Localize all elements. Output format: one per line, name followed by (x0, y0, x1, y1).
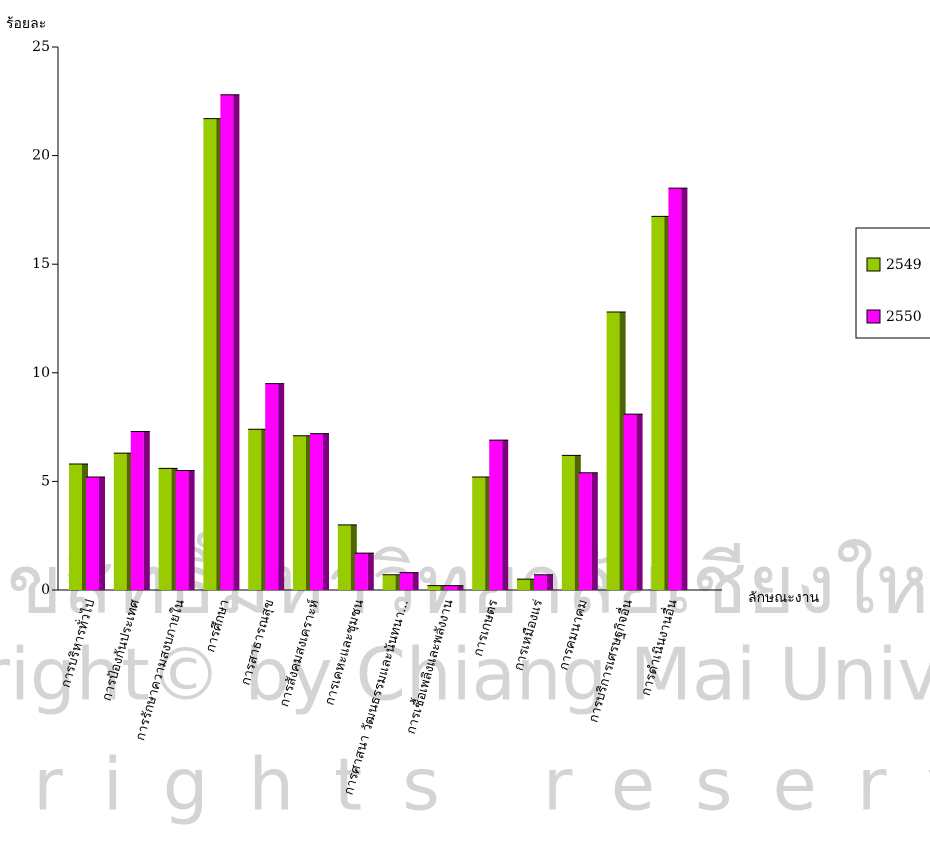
bar-front (176, 471, 189, 590)
bar (444, 586, 463, 590)
bar-front (383, 575, 396, 590)
bar-front (69, 464, 82, 590)
bar (607, 312, 626, 590)
bar-side (681, 188, 687, 590)
bar-side (233, 95, 239, 590)
bar-front (472, 477, 485, 590)
legend-label: 2549 (886, 257, 922, 273)
bar-front (517, 579, 530, 590)
bar (472, 477, 491, 590)
legend-swatch (867, 310, 880, 323)
bar (383, 575, 402, 590)
bar-front (668, 188, 681, 590)
y-tick-label: 20 (32, 148, 50, 164)
bar-front (624, 414, 637, 590)
bar-front (220, 95, 233, 590)
bar-front (489, 440, 502, 590)
bar-front (248, 429, 261, 590)
bar (427, 586, 446, 590)
bar-side (502, 440, 508, 590)
y-tick-label: 15 (32, 256, 50, 272)
bar-front (562, 455, 575, 590)
bar-side (144, 431, 150, 590)
bar (86, 477, 105, 590)
bar (69, 464, 88, 590)
y-axis-label: ร้อยละ (6, 16, 46, 32)
bar-front (534, 575, 547, 590)
bar-front (159, 468, 172, 590)
bar-side (457, 586, 463, 590)
bar (534, 575, 553, 590)
bar-front (444, 586, 457, 590)
bar-front (203, 119, 216, 590)
bar-front (607, 312, 620, 590)
bar-front (400, 573, 413, 590)
legend-label: 2550 (886, 309, 922, 325)
bar (203, 119, 222, 590)
bar (624, 414, 643, 590)
bar-front (131, 431, 144, 590)
bar (400, 573, 419, 590)
bar-side (278, 384, 284, 590)
bar-front (265, 384, 278, 590)
bar-side (413, 573, 419, 590)
bar-front (114, 453, 127, 590)
bar (355, 553, 374, 590)
bar-front (293, 436, 306, 590)
watermark: Copyright© by Chiang Mai University (0, 633, 930, 717)
bar-front (86, 477, 99, 590)
bar-front (310, 434, 323, 590)
bar-side (189, 471, 195, 590)
bar (517, 579, 536, 590)
legend-swatch (867, 258, 880, 271)
bar (579, 473, 598, 590)
bar-side (547, 575, 553, 590)
bar (248, 429, 267, 590)
bar-front (355, 553, 368, 590)
bar (265, 384, 284, 590)
bar (489, 440, 508, 590)
bar (114, 453, 133, 590)
bar (293, 436, 312, 590)
bar-front (427, 586, 440, 590)
bar (310, 434, 329, 590)
y-tick-label: 0 (41, 582, 50, 598)
bar-front (579, 473, 592, 590)
bar (651, 216, 670, 590)
y-tick-label: 25 (32, 39, 50, 55)
watermark: All rights reserved (0, 743, 930, 827)
bar (131, 431, 150, 590)
bar (176, 471, 195, 590)
y-tick-label: 5 (41, 473, 50, 489)
bar (562, 455, 581, 590)
bar-side (323, 434, 329, 590)
bar (668, 188, 687, 590)
bar (338, 525, 357, 590)
bar-side (637, 414, 643, 590)
bar-side (99, 477, 105, 590)
bar (220, 95, 239, 590)
bar-front (651, 216, 664, 590)
bar-side (592, 473, 598, 590)
y-tick-label: 10 (32, 365, 50, 381)
bar (159, 468, 178, 590)
bar-front (338, 525, 351, 590)
chart: ลิขสิทธิ์มหาวิทยาลัยเชียงใหม่ Copyright©… (0, 0, 930, 852)
bar-side (368, 553, 374, 590)
x-axis-label: ลักษณะงาน (748, 590, 819, 606)
